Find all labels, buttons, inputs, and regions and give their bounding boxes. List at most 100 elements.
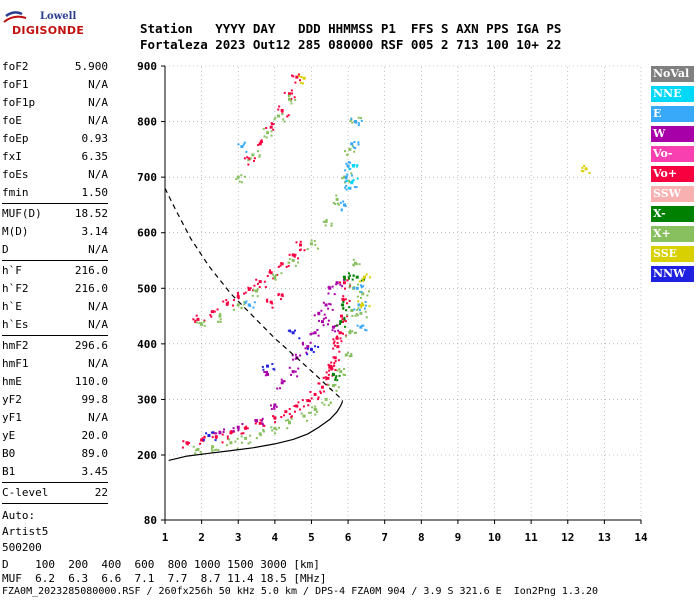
echo-point bbox=[237, 429, 240, 432]
echo-point bbox=[281, 112, 284, 115]
echo-point bbox=[317, 313, 320, 316]
param-separator bbox=[2, 482, 108, 483]
echo-point bbox=[314, 243, 317, 246]
echo-point bbox=[214, 435, 218, 439]
echo-point bbox=[211, 445, 215, 449]
echo-point bbox=[258, 432, 262, 436]
echo-point bbox=[236, 295, 240, 299]
echo-point bbox=[222, 300, 225, 303]
echo-point bbox=[346, 179, 349, 182]
echo-point bbox=[325, 218, 328, 221]
echo-point bbox=[311, 406, 314, 409]
echo-point bbox=[326, 376, 330, 380]
echo-point bbox=[215, 448, 218, 451]
echo-point bbox=[268, 271, 271, 274]
param-name: M(D) bbox=[2, 225, 29, 238]
echo-point bbox=[335, 324, 338, 327]
echo-point bbox=[336, 282, 339, 285]
echo-point bbox=[237, 297, 240, 300]
echo-point bbox=[361, 277, 364, 280]
echo-point bbox=[265, 136, 268, 139]
echo-point bbox=[582, 170, 585, 173]
echo-point bbox=[200, 438, 204, 442]
echo-point bbox=[266, 131, 270, 135]
echo-point bbox=[286, 427, 289, 430]
echo-point bbox=[264, 371, 267, 374]
echo-point bbox=[278, 105, 281, 108]
echo-point bbox=[243, 426, 246, 429]
echo-point bbox=[309, 411, 312, 414]
echo-point bbox=[213, 449, 216, 452]
echo-point bbox=[290, 373, 293, 376]
echo-point bbox=[344, 287, 347, 290]
echo-point bbox=[259, 434, 262, 437]
echo-point bbox=[317, 396, 320, 399]
echo-point bbox=[181, 446, 184, 449]
echo-point bbox=[291, 331, 295, 335]
echo-point bbox=[264, 374, 267, 377]
echo-point bbox=[298, 337, 301, 340]
echo-point bbox=[324, 397, 328, 401]
echo-point bbox=[356, 177, 359, 180]
echo-point bbox=[352, 287, 355, 290]
echo-point bbox=[365, 316, 368, 319]
echo-point bbox=[232, 308, 235, 311]
echo-point bbox=[324, 316, 327, 319]
echo-point bbox=[203, 319, 206, 322]
echo-point bbox=[324, 376, 327, 379]
echo-point bbox=[259, 140, 262, 143]
echo-point bbox=[357, 300, 360, 303]
echo-point bbox=[229, 441, 233, 445]
echo-point bbox=[331, 368, 334, 371]
echo-point bbox=[359, 304, 362, 307]
echo-point bbox=[263, 371, 266, 374]
x-tick-label: 8 bbox=[418, 531, 425, 544]
echo-point bbox=[229, 431, 233, 435]
echo-point bbox=[301, 341, 304, 344]
echo-point bbox=[216, 308, 219, 311]
echo-point bbox=[303, 249, 306, 252]
echo-point bbox=[360, 306, 363, 309]
echo-point bbox=[288, 253, 291, 256]
echo-point bbox=[244, 436, 248, 440]
echo-point bbox=[273, 118, 276, 121]
echo-point bbox=[345, 302, 348, 305]
echo-point bbox=[272, 128, 275, 131]
param-value: N/A bbox=[88, 243, 108, 256]
echo-point bbox=[199, 442, 202, 445]
true-height-profile bbox=[168, 401, 344, 461]
muf-curve bbox=[164, 188, 344, 402]
echo-point bbox=[301, 399, 304, 402]
muf-distance-row: D 100 200 400 600 800 1000 1500 3000 [km… bbox=[2, 558, 320, 571]
echo-point bbox=[356, 164, 359, 167]
echo-point bbox=[249, 434, 252, 437]
echo-point bbox=[273, 407, 276, 410]
echo-point bbox=[312, 332, 315, 335]
echo-point bbox=[317, 382, 320, 385]
echo-point bbox=[322, 390, 325, 393]
echo-point bbox=[333, 362, 336, 365]
echo-point bbox=[362, 279, 365, 282]
echo-point bbox=[284, 410, 288, 414]
echo-point bbox=[251, 153, 255, 157]
echo-point bbox=[194, 319, 197, 322]
echo-point bbox=[365, 329, 368, 332]
param-row: hmF2 296.6 bbox=[2, 337, 108, 355]
echo-point bbox=[310, 239, 313, 242]
x-tick-label: 14 bbox=[634, 531, 648, 544]
echo-point bbox=[196, 317, 200, 321]
param-row: yE 20.0 bbox=[2, 427, 108, 445]
param-row: B0 89.0 bbox=[2, 445, 108, 463]
echo-point bbox=[287, 329, 290, 332]
echo-point bbox=[283, 120, 286, 123]
echo-point bbox=[317, 345, 320, 348]
echo-point bbox=[331, 308, 334, 311]
echo-point bbox=[580, 169, 583, 172]
echo-point bbox=[342, 281, 346, 285]
echo-point bbox=[342, 295, 345, 298]
echo-point bbox=[317, 398, 320, 401]
echo-point bbox=[247, 159, 250, 162]
param-name: B0 bbox=[2, 447, 16, 460]
echo-point bbox=[253, 284, 256, 287]
echo-point bbox=[294, 253, 297, 256]
